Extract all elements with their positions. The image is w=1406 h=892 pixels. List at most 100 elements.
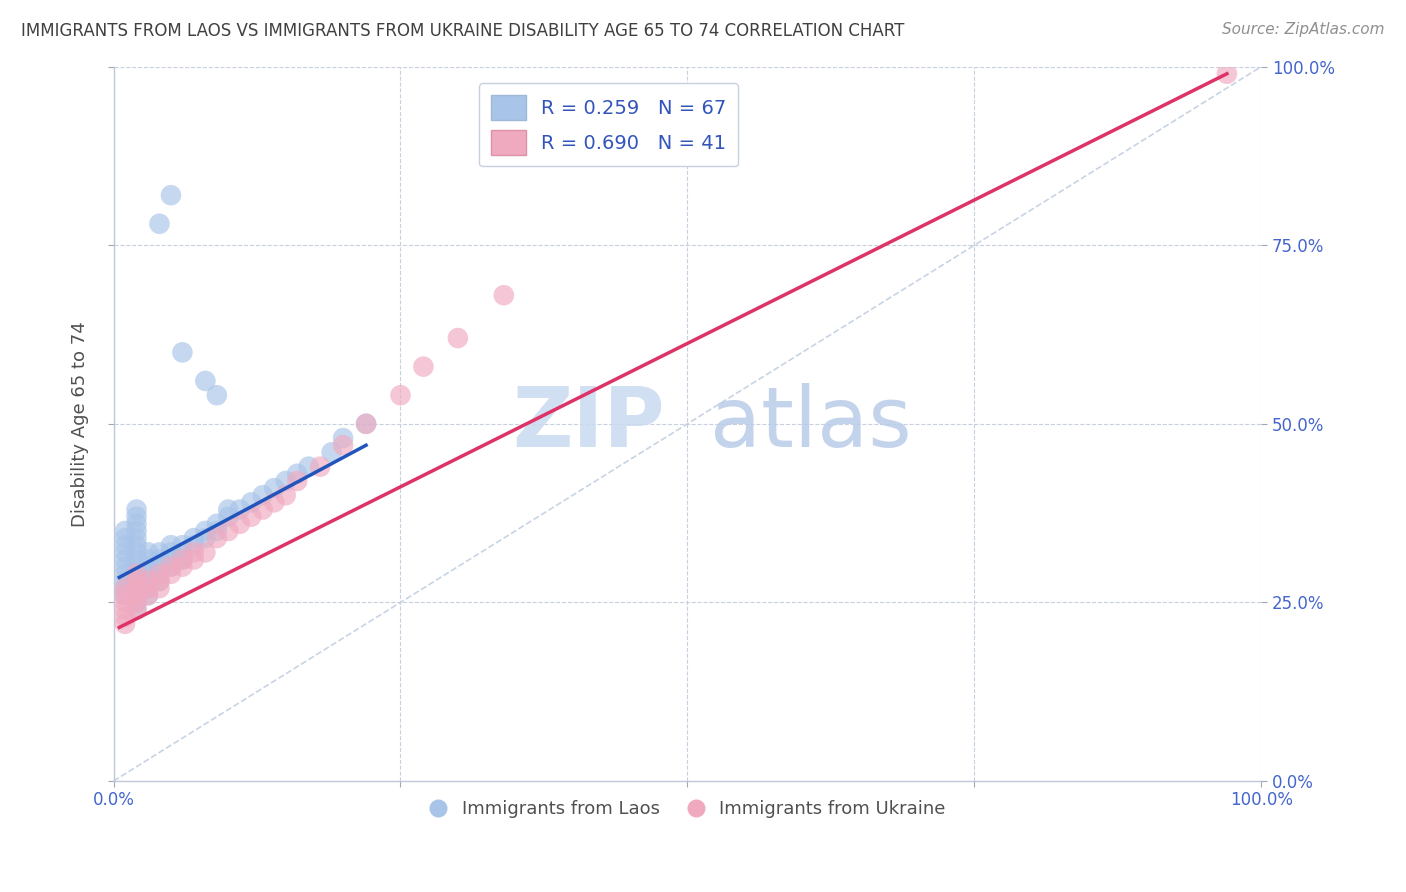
Point [205, 516, 228, 531]
Point [114, 581, 136, 595]
Point [205, 388, 228, 402]
Point [114, 595, 136, 609]
Point [321, 445, 343, 459]
Point [160, 559, 183, 574]
Point [114, 588, 136, 602]
Point [172, 538, 194, 552]
Point [125, 502, 148, 516]
Point [114, 602, 136, 616]
Point [389, 388, 412, 402]
Point [298, 459, 321, 474]
Point [205, 531, 228, 545]
Point [354, 417, 377, 431]
Point [285, 474, 308, 488]
Point [194, 374, 217, 388]
Point [125, 581, 148, 595]
Point [160, 566, 183, 581]
Point [114, 581, 136, 595]
Point [125, 566, 148, 581]
Point [125, 574, 148, 588]
Point [148, 566, 170, 581]
Point [136, 574, 159, 588]
Point [125, 545, 148, 559]
Point [194, 531, 217, 545]
Point [114, 588, 136, 602]
Point [114, 545, 136, 559]
Point [125, 574, 148, 588]
Point [114, 616, 136, 631]
Point [125, 588, 148, 602]
Point [125, 595, 148, 609]
Point [412, 359, 434, 374]
Point [136, 581, 159, 595]
Point [125, 524, 148, 538]
Point [205, 524, 228, 538]
Point [125, 595, 148, 609]
Point [160, 538, 183, 552]
Point [114, 559, 136, 574]
Point [160, 552, 183, 566]
Point [148, 574, 170, 588]
Point [160, 545, 183, 559]
Point [136, 559, 159, 574]
Point [125, 509, 148, 524]
Point [160, 559, 183, 574]
Point [183, 552, 205, 566]
Point [125, 552, 148, 566]
Point [114, 609, 136, 624]
Point [447, 331, 470, 345]
Point [136, 566, 159, 581]
Point [354, 417, 377, 431]
Point [183, 531, 205, 545]
Point [125, 531, 148, 545]
Point [160, 188, 183, 202]
Legend: Immigrants from Laos, Immigrants from Ukraine: Immigrants from Laos, Immigrants from Uk… [422, 793, 953, 826]
Point [136, 588, 159, 602]
Point [114, 574, 136, 588]
Point [252, 502, 274, 516]
Point [217, 509, 239, 524]
Point [114, 566, 136, 581]
Point [148, 574, 170, 588]
Point [136, 552, 159, 566]
Point [148, 566, 170, 581]
Point [125, 602, 148, 616]
Text: atlas: atlas [710, 384, 912, 465]
Point [172, 552, 194, 566]
Point [274, 488, 297, 502]
Point [309, 459, 332, 474]
Point [148, 552, 170, 566]
Point [217, 502, 239, 516]
Point [172, 345, 194, 359]
Text: IMMIGRANTS FROM LAOS VS IMMIGRANTS FROM UKRAINE DISABILITY AGE 65 TO 74 CORRELAT: IMMIGRANTS FROM LAOS VS IMMIGRANTS FROM … [21, 22, 904, 40]
Point [148, 559, 170, 574]
Point [125, 566, 148, 581]
Point [172, 545, 194, 559]
Point [125, 588, 148, 602]
Point [252, 488, 274, 502]
Point [125, 581, 148, 595]
Point [263, 495, 285, 509]
Point [1216, 67, 1239, 81]
Point [136, 545, 159, 559]
Point [229, 502, 252, 516]
Point [125, 538, 148, 552]
Point [217, 524, 239, 538]
Point [114, 524, 136, 538]
Point [148, 545, 170, 559]
Point [172, 559, 194, 574]
Point [274, 474, 297, 488]
Text: ZIP: ZIP [512, 384, 665, 465]
Point [114, 552, 136, 566]
Point [332, 438, 354, 452]
Point [285, 467, 308, 481]
Point [183, 545, 205, 559]
Point [125, 516, 148, 531]
Text: Source: ZipAtlas.com: Source: ZipAtlas.com [1222, 22, 1385, 37]
Point [125, 559, 148, 574]
Point [114, 531, 136, 545]
Point [136, 588, 159, 602]
Point [136, 574, 159, 588]
Point [136, 581, 159, 595]
Point [194, 524, 217, 538]
